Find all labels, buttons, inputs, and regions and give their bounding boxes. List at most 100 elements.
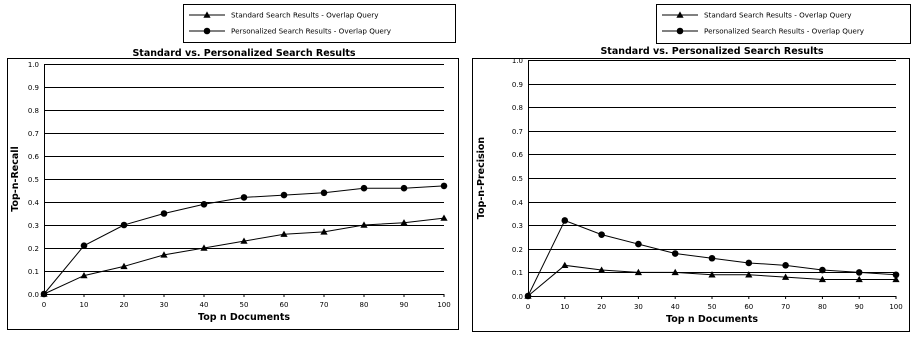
data-point-circle <box>240 194 248 201</box>
y-tick-label: 0.8 <box>28 107 39 115</box>
data-point-triangle <box>818 275 826 283</box>
data-point-circle <box>80 242 88 249</box>
recall-chart: 0.0 0.1 0.2 0.3 0.4 0.5 0.6 0.7 0.8 0.9 1.0 0 10 20 30… <box>7 4 459 330</box>
x-tick-label: 20 <box>120 301 129 309</box>
x-tick-label: 90 <box>855 303 864 311</box>
data-point-triangle <box>320 228 328 235</box>
x-tick-label: 50 <box>708 303 717 311</box>
data-point-circle <box>440 182 448 190</box>
y-tick-label: 0.4 <box>512 199 524 207</box>
chart-title: Standard vs. Personalized Search Results <box>600 46 823 57</box>
x-tick-label: 60 <box>280 301 289 309</box>
x-tick-label: 90 <box>400 301 409 309</box>
precision-chart-panel: 0.0 0.1 0.2 0.3 0.4 0.5 0.6 0.7 0.8 0.9 1.0 0 10 20 30… <box>466 0 913 337</box>
data-point-triangle <box>598 266 606 273</box>
y-tick-label: 0.6 <box>512 151 524 159</box>
data-point-circle <box>360 184 368 192</box>
data-point-triangle <box>745 271 753 278</box>
x-tick-label: 80 <box>360 301 369 309</box>
data-point-triangle <box>561 261 569 269</box>
y-tick-label: 0.7 <box>28 130 39 138</box>
data-point-circle <box>120 221 128 229</box>
data-point-triangle <box>782 273 790 280</box>
legend-box <box>656 4 911 44</box>
y-tick-label: 0.0 <box>28 291 39 299</box>
x-tick-label: 30 <box>634 303 643 311</box>
legend-label: Personalized Search Results - Overlap Qu… <box>704 27 865 36</box>
y-tick-label: 1.0 <box>28 61 39 69</box>
data-point-circle <box>782 262 789 269</box>
y-tick-label: 0.5 <box>28 176 39 184</box>
y-tick-label: 0.8 <box>512 104 523 112</box>
y-tick-label: 0.1 <box>28 268 39 276</box>
y-tick-label: 0.5 <box>512 175 523 183</box>
data-point-triangle <box>160 251 168 258</box>
data-point-circle <box>671 250 679 257</box>
x-tick-label: 10 <box>560 303 569 311</box>
x-tick-label: 70 <box>781 303 790 311</box>
y-tick-label: 1.0 <box>512 57 523 65</box>
data-point-triangle <box>240 237 248 244</box>
x-tick-label: 0 <box>42 301 46 309</box>
recall-chart-panel: 0.0 0.1 0.2 0.3 0.4 0.5 0.6 0.7 0.8 0.9 1.0 0 10 20 30… <box>7 4 459 330</box>
chart-frame <box>472 58 910 332</box>
y-tick-label: 0.3 <box>512 222 523 230</box>
data-point-circle <box>708 254 716 262</box>
legend-marker-circle <box>203 27 211 35</box>
x-axis-label: Top n Documents <box>666 314 758 325</box>
data-point-circle <box>598 231 605 238</box>
data-point-circle <box>561 217 569 224</box>
data-point-circle <box>400 184 408 192</box>
legend-marker-circle <box>676 27 684 35</box>
legend-label: Standard Search Results - Overlap Query <box>704 11 852 20</box>
legend-box <box>183 4 456 43</box>
data-point-circle <box>160 210 168 217</box>
data-point-triangle <box>671 268 679 276</box>
data-point-triangle <box>200 244 208 251</box>
data-point-circle <box>819 266 826 274</box>
legend-label: Standard Search Results - Overlap Query <box>231 11 379 20</box>
chart-frame <box>7 58 459 330</box>
series-line-triangle <box>527 264 896 297</box>
data-point-triangle <box>855 275 863 283</box>
y-tick-label: 0.6 <box>28 153 40 161</box>
y-axis-label: Top-n-Precision <box>476 137 487 220</box>
data-point-triangle <box>280 230 288 237</box>
y-axis-label: Top-n-Recall <box>10 146 21 212</box>
data-point-circle <box>635 240 642 248</box>
x-tick-label: 100 <box>889 303 902 311</box>
y-tick-label: 0.9 <box>28 84 39 92</box>
data-point-circle <box>40 290 48 298</box>
y-tick-label: 0.7 <box>512 128 523 136</box>
x-tick-label: 0 <box>526 303 530 311</box>
data-point-triangle <box>400 219 408 226</box>
x-axis-label: Top n Documents <box>198 312 290 323</box>
data-point-circle <box>892 271 900 279</box>
data-point-triangle <box>440 214 448 221</box>
data-point-circle <box>855 269 863 276</box>
data-point-circle <box>200 201 208 208</box>
y-tick-label: 0.4 <box>28 199 40 207</box>
data-point-triangle <box>634 268 642 276</box>
data-point-circle <box>524 292 532 300</box>
data-point-triangle <box>708 271 716 278</box>
data-point-circle <box>745 259 753 267</box>
y-tick-label: 0.2 <box>28 245 39 253</box>
data-point-triangle <box>80 272 88 279</box>
legend-marker-triangle <box>676 11 684 18</box>
data-point-triangle <box>892 275 900 283</box>
x-tick-label: 70 <box>320 301 329 309</box>
x-tick-label: 80 <box>818 303 827 311</box>
y-tick-label: 0.2 <box>512 246 523 254</box>
precision-chart: 0.0 0.1 0.2 0.3 0.4 0.5 0.6 0.7 0.8 0.9 1.0 0 10 20 30… <box>472 4 911 332</box>
x-tick-label: 40 <box>200 301 209 309</box>
chart-title: Standard vs. Personalized Search Results <box>132 48 355 59</box>
y-tick-label: 0.3 <box>28 222 39 230</box>
x-tick-label: 20 <box>597 303 606 311</box>
legend-marker-triangle <box>203 11 211 18</box>
series-line-triangle <box>43 217 445 295</box>
x-tick-label: 30 <box>160 301 169 309</box>
x-tick-label: 100 <box>437 301 450 309</box>
y-tick-label: 0.1 <box>512 269 523 277</box>
data-point-triangle <box>360 221 368 228</box>
